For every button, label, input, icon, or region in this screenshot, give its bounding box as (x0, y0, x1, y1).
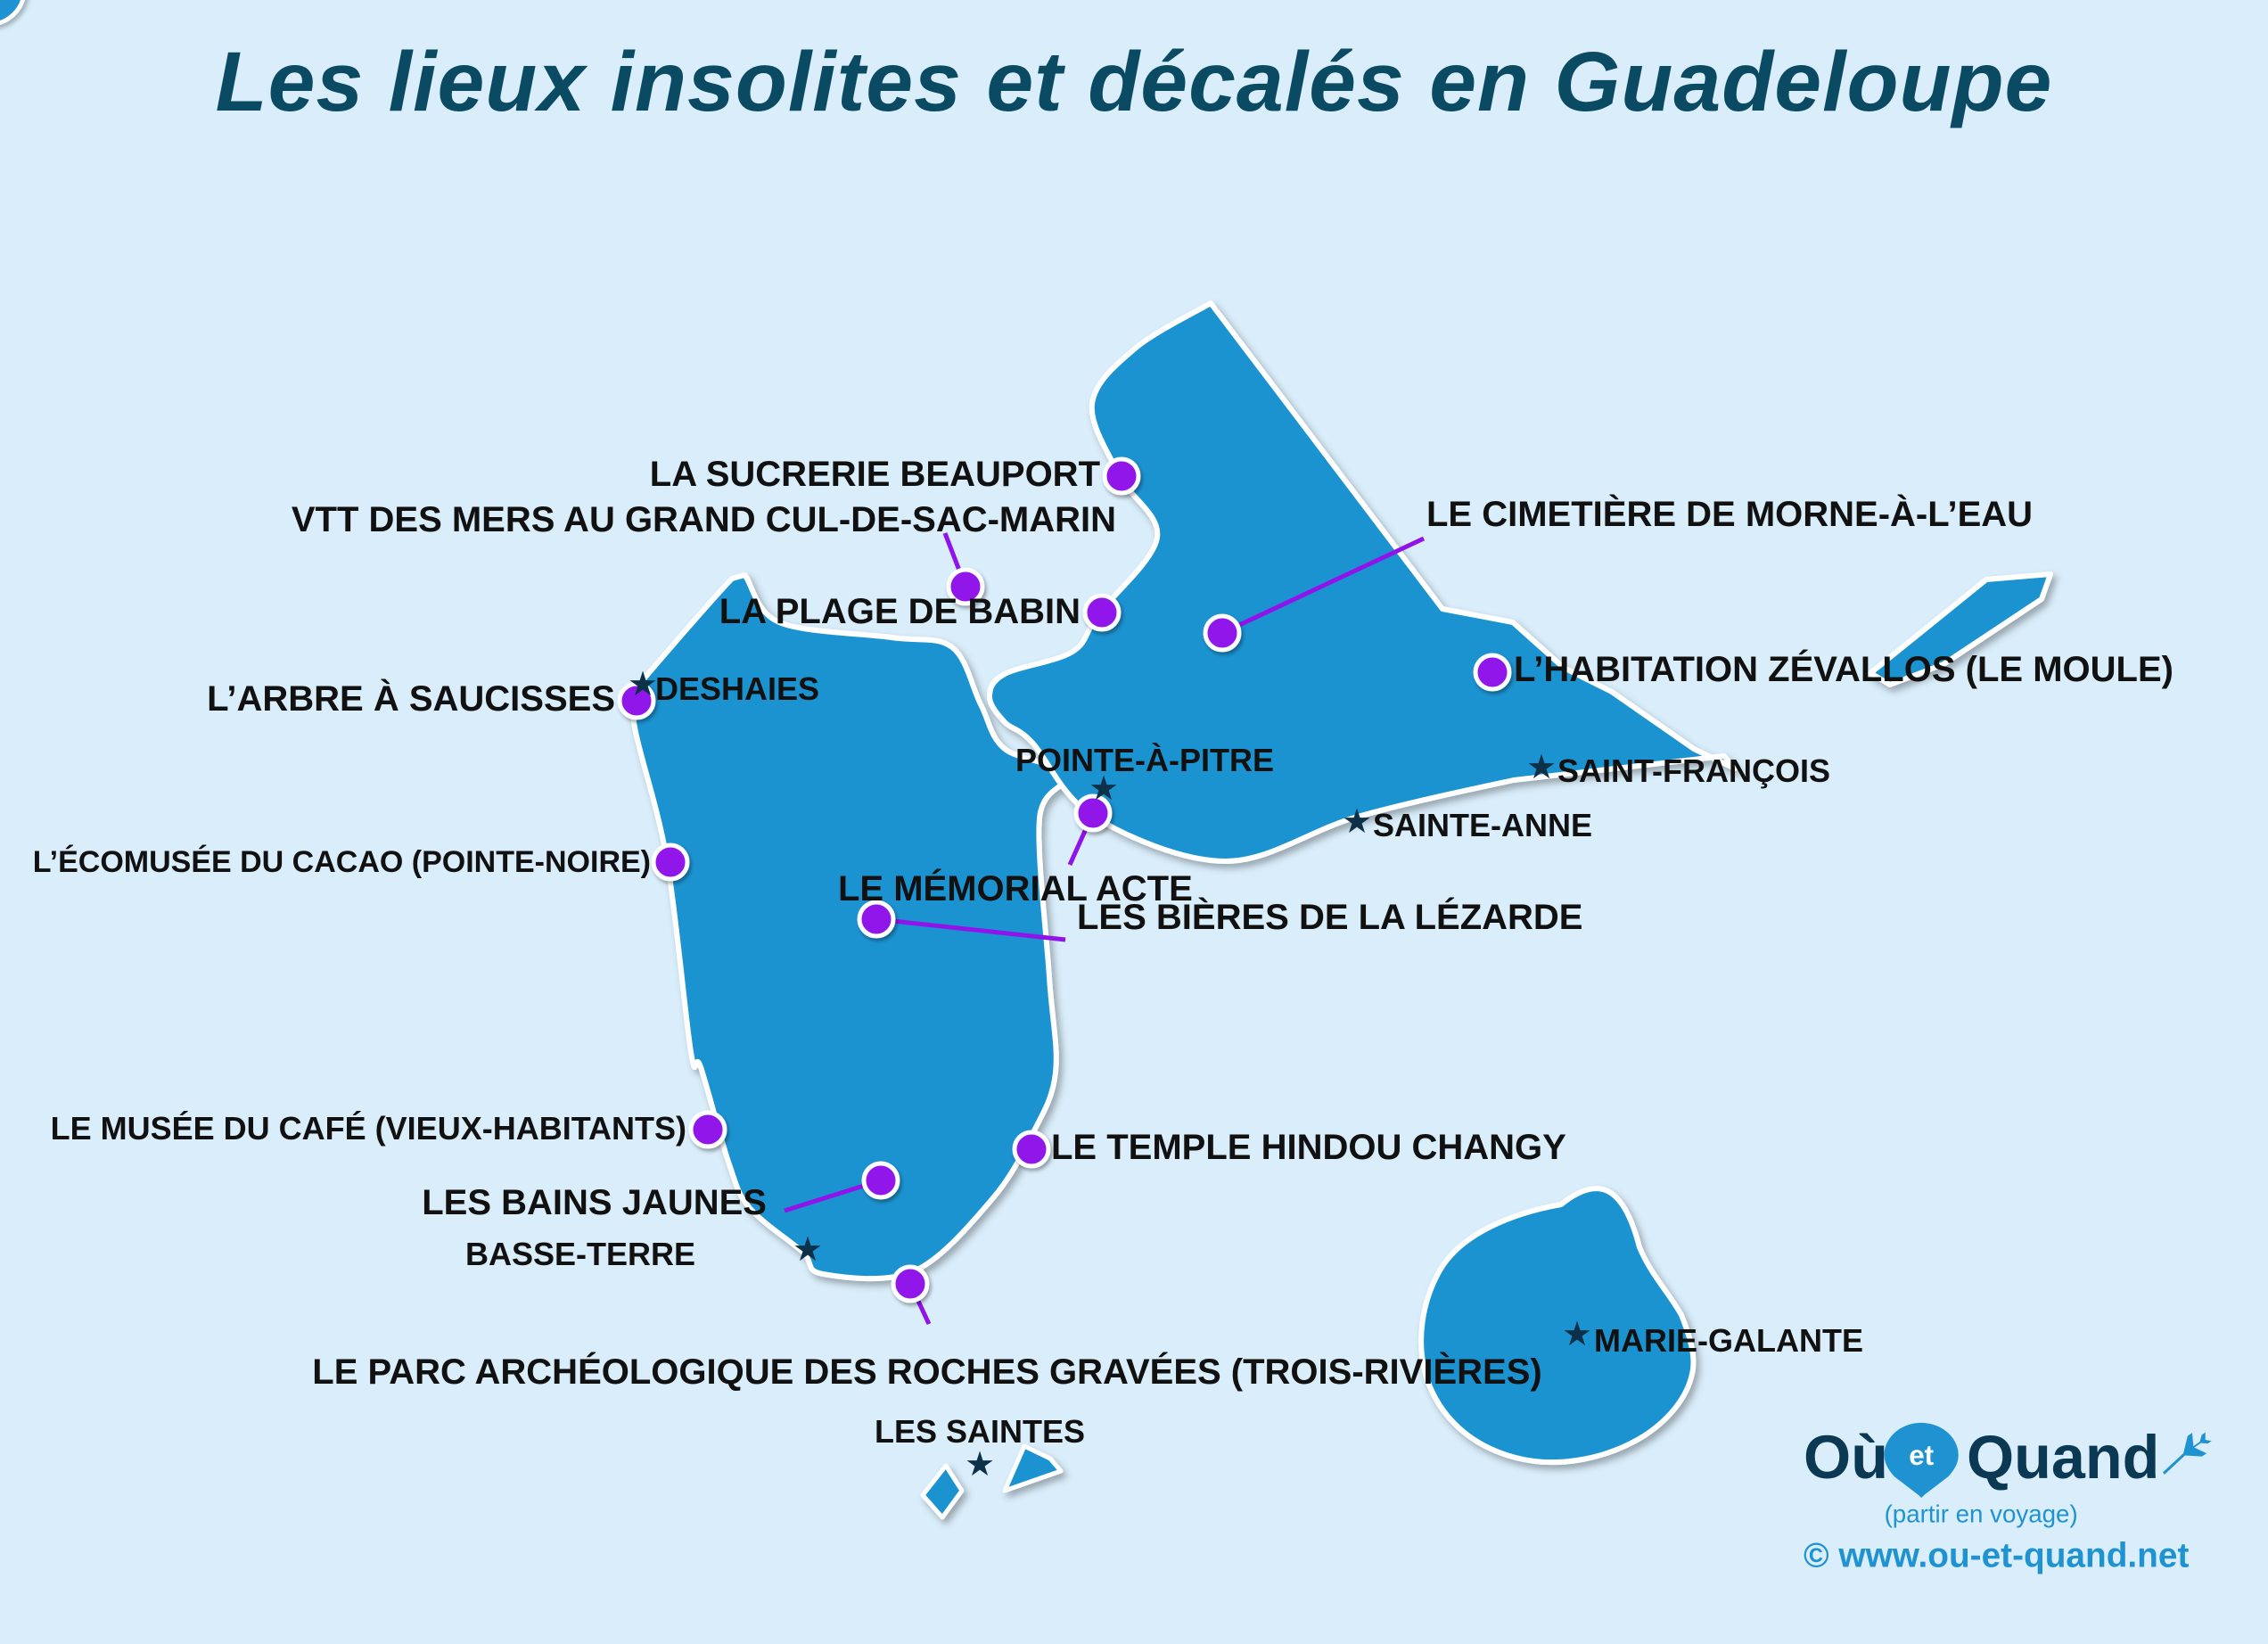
svg-text:VTT DES MERS AU GRAND CUL-DE-S: VTT DES MERS AU GRAND CUL-DE-SAC-MARIN (292, 500, 1116, 539)
svg-text:★: ★ (1342, 803, 1372, 841)
svg-text:SAINT-FRANÇOIS: SAINT-FRANÇOIS (1557, 752, 1830, 789)
svg-text:POINTE-À-PITRE: POINTE-À-PITRE (1015, 742, 1274, 778)
svg-text:LE CIMETIÈRE DE MORNE-À-L’EAU: LE CIMETIÈRE DE MORNE-À-L’EAU (1426, 494, 2033, 534)
svg-text:LE PARC ARCHÉOLOGIQUE DES ROCH: LE PARC ARCHÉOLOGIQUE DES ROCHES GRAVÉES… (312, 1352, 1541, 1392)
svg-text:MARIE-GALANTE: MARIE-GALANTE (1594, 1322, 1863, 1359)
svg-text:★: ★ (628, 666, 658, 703)
svg-text:L’ÉCOMUSÉE DU CACAO (POINTE-NO: L’ÉCOMUSÉE DU CACAO (POINTE-NOIRE) (33, 845, 651, 879)
svg-text:LA SUCRERIE BEAUPORT: LA SUCRERIE BEAUPORT (650, 455, 1100, 494)
svg-text:L’HABITATION ZÉVALLOS (LE MOUL: L’HABITATION ZÉVALLOS (LE MOULE) (1514, 649, 2174, 689)
svg-text:★: ★ (965, 1446, 995, 1484)
svg-text:★: ★ (793, 1231, 823, 1269)
svg-text:★: ★ (1562, 1316, 1592, 1353)
svg-text:BASSE-TERRE: BASSE-TERRE (465, 1236, 695, 1272)
svg-text:LES BIÈRES DE LA LÉZARDE: LES BIÈRES DE LA LÉZARDE (1077, 897, 1582, 937)
svg-text:LE TEMPLE HINDOU CHANGY: LE TEMPLE HINDOU CHANGY (1051, 1128, 1566, 1167)
svg-text:LES BAINS JAUNES: LES BAINS JAUNES (422, 1183, 767, 1222)
svg-text:Où: Où (1804, 1424, 1888, 1492)
svg-text:DESHAIES: DESHAIES (655, 670, 819, 707)
svg-text:LE MUSÉE DU CAFÉ (VIEUX-HABITA: LE MUSÉE DU CAFÉ (VIEUX-HABITANTS) (51, 1110, 686, 1147)
svg-text:LA PLAGE DE BABIN: LA PLAGE DE BABIN (719, 592, 1081, 631)
svg-text:et: et (1909, 1440, 1934, 1471)
svg-text:Quand: Quand (1967, 1424, 2159, 1492)
svg-text:LES SAINTES: LES SAINTES (875, 1413, 1085, 1450)
svg-text:(partir en voyage): (partir en voyage) (1885, 1500, 2078, 1528)
svg-text:SAINTE-ANNE: SAINTE-ANNE (1373, 807, 1592, 843)
svg-text:© www.ou-et-quand.net: © www.ou-et-quand.net (1804, 1537, 2189, 1575)
svg-text:★: ★ (1526, 749, 1557, 786)
svg-text:L’ARBRE À SAUCISSES: L’ARBRE À SAUCISSES (207, 678, 615, 719)
